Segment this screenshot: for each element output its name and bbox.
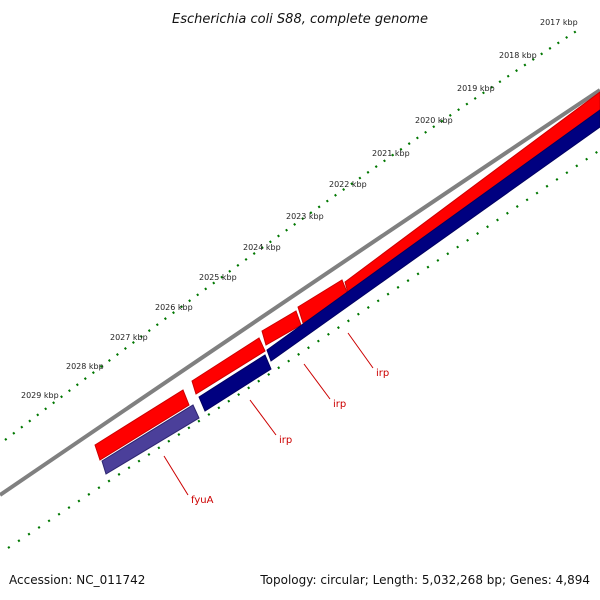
callout-line <box>347 332 374 369</box>
genome-summary-text: Topology: circular; Length: 5,032,268 bp… <box>260 573 590 587</box>
forward-strand-genes <box>94 91 600 461</box>
tick-label: 2025 kbp <box>199 273 237 282</box>
reverse-strand-genes <box>101 109 600 475</box>
feature-label: fyuA <box>191 495 214 506</box>
tick-label: 2019 kbp <box>457 84 495 93</box>
tick-label: 2020 kbp <box>415 116 453 125</box>
accession-text: Accession: NC_011742 <box>9 573 146 587</box>
genome-title: Escherichia coli S88, complete genome <box>172 12 428 27</box>
gene-reverse-2 <box>198 354 272 412</box>
feature-label: irp <box>333 399 346 410</box>
feature-callouts: irp irp irp fyuA <box>163 332 389 506</box>
feature-label: irp <box>376 368 389 379</box>
tick-label: 2029 kbp <box>21 391 59 400</box>
coordinate-labels: 2017 kbp 2018 kbp 2019 kbp 2020 kbp 2021… <box>21 18 578 400</box>
feature-label: irp <box>279 435 292 446</box>
inner-tick-track <box>7 149 600 549</box>
tick-label: 2021 kbp <box>372 149 410 158</box>
gene-reverse-1 <box>266 109 600 362</box>
tick-label: 2026 kbp <box>155 303 193 312</box>
callout-line <box>249 399 277 436</box>
tick-label: 2022 kbp <box>329 180 367 189</box>
tick-label: 2024 kbp <box>243 243 281 252</box>
callout-line <box>163 455 189 496</box>
tick-label: 2023 kbp <box>286 212 324 221</box>
tick-label: 2018 kbp <box>499 51 537 60</box>
tick-label: 2027 kbp <box>110 333 148 342</box>
gene-reverse-fyua <box>101 404 200 475</box>
tick-label: 2017 kbp <box>540 18 578 27</box>
tick-label: 2028 kbp <box>66 362 104 371</box>
genome-backbone <box>0 88 600 497</box>
callout-line <box>303 363 331 400</box>
gene-forward-4 <box>191 337 266 395</box>
gene-forward-5 <box>94 389 190 461</box>
